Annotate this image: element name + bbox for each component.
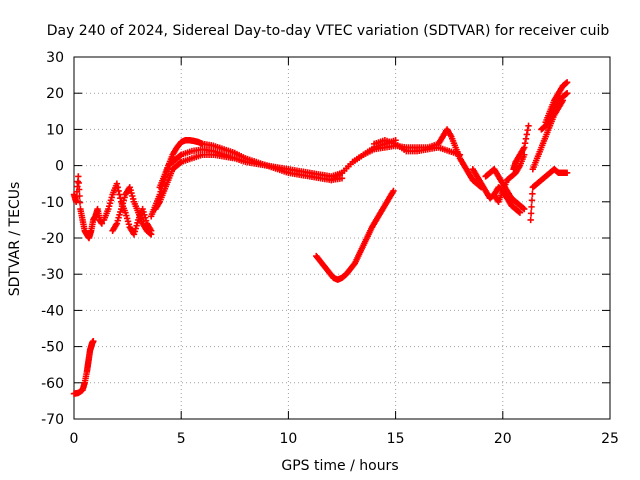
data-point bbox=[528, 203, 535, 211]
series-main-c bbox=[156, 146, 238, 191]
series-late-e bbox=[527, 166, 571, 224]
series-late-h bbox=[538, 90, 571, 133]
x-axis-label: GPS time / hours bbox=[281, 458, 398, 474]
data-point bbox=[563, 169, 571, 177]
data-point bbox=[75, 179, 82, 187]
data-point bbox=[338, 175, 346, 182]
data-point bbox=[456, 151, 464, 158]
data-point bbox=[114, 184, 121, 191]
y-tick-label: -60 bbox=[41, 376, 64, 392]
x-tick-label: 20 bbox=[494, 431, 512, 447]
series-low-arc bbox=[70, 337, 97, 397]
series-early-1 bbox=[70, 173, 106, 242]
data-point bbox=[527, 210, 535, 217]
axis-ticks: 0 5 10 15 20 25 -70 -60 -50 -40 -30 -20 -10 0 10 20 30 bbox=[41, 50, 619, 447]
y-tick-label: -30 bbox=[41, 267, 64, 283]
y-tick-label: -40 bbox=[41, 303, 64, 319]
data-point bbox=[525, 122, 532, 129]
series-late-c bbox=[491, 151, 528, 205]
grid-lines bbox=[74, 57, 610, 419]
data-point bbox=[516, 209, 524, 216]
data-point bbox=[147, 231, 155, 238]
y-tick-label: 0 bbox=[55, 159, 64, 175]
data-point bbox=[98, 220, 106, 227]
y-tick-label: 30 bbox=[46, 50, 64, 66]
data-point bbox=[527, 216, 534, 224]
data-point bbox=[75, 186, 83, 193]
y-tick-label: 10 bbox=[46, 122, 64, 138]
x-tick-label: 0 bbox=[70, 431, 79, 447]
x-tick-label: 5 bbox=[177, 431, 186, 447]
data-point bbox=[116, 191, 123, 198]
series-v-dip bbox=[313, 187, 397, 283]
data-point bbox=[529, 190, 536, 198]
data-point bbox=[563, 79, 571, 86]
x-tick-label: 25 bbox=[601, 431, 619, 447]
data-point bbox=[76, 199, 84, 206]
data-point bbox=[521, 205, 528, 213]
x-tick-label: 10 bbox=[279, 431, 297, 447]
data-point bbox=[528, 197, 536, 204]
series-late-d bbox=[510, 122, 532, 173]
data-point bbox=[522, 135, 530, 143]
series-early-3 bbox=[109, 184, 155, 238]
chart-title: Day 240 of 2024, Sidereal Day-to-day VTE… bbox=[47, 23, 610, 39]
data-point bbox=[521, 144, 528, 151]
data-point bbox=[76, 192, 83, 200]
data-point bbox=[75, 173, 82, 180]
x-tick-label: 15 bbox=[387, 431, 405, 447]
data-point bbox=[524, 126, 531, 134]
data-points bbox=[70, 79, 571, 397]
series-main-a bbox=[147, 137, 399, 220]
data-point bbox=[521, 139, 529, 147]
data-point bbox=[231, 155, 238, 162]
data-point bbox=[523, 131, 531, 138]
y-tick-label: 20 bbox=[46, 86, 64, 102]
y-tick-label: -20 bbox=[41, 231, 64, 247]
y-axis-label: SDTVAR / TECUs bbox=[7, 182, 23, 297]
y-tick-label: -50 bbox=[41, 340, 64, 356]
series-main-e bbox=[370, 137, 464, 158]
data-point bbox=[113, 180, 121, 187]
data-point bbox=[563, 90, 571, 97]
data-point bbox=[90, 337, 97, 345]
series-early-2 bbox=[100, 180, 155, 238]
series-main-d bbox=[328, 126, 485, 191]
y-tick-label: -70 bbox=[41, 412, 64, 428]
data-point bbox=[115, 187, 122, 195]
data-point bbox=[390, 187, 397, 195]
y-tick-label: -10 bbox=[41, 195, 64, 211]
